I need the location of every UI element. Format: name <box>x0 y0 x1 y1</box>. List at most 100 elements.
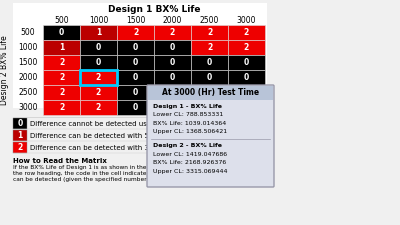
Text: 1500: 1500 <box>18 58 38 67</box>
Bar <box>43 100 80 115</box>
Text: 2500: 2500 <box>200 16 219 25</box>
Text: 0: 0 <box>133 73 138 82</box>
Text: 0: 0 <box>59 28 64 37</box>
Bar <box>191 85 228 100</box>
Bar <box>228 85 265 100</box>
Bar <box>154 85 191 100</box>
Text: BX% Life: 1039.014364: BX% Life: 1039.014364 <box>153 121 226 126</box>
Text: 2: 2 <box>133 28 138 37</box>
Bar <box>154 40 191 55</box>
Text: 1: 1 <box>17 131 23 140</box>
Text: 0: 0 <box>17 119 23 128</box>
Bar <box>117 25 154 40</box>
Text: 0: 0 <box>170 88 175 97</box>
Text: Difference can be detected with 3: Difference can be detected with 3 <box>30 144 149 151</box>
Text: 0: 0 <box>170 103 175 112</box>
Text: 0: 0 <box>133 58 138 67</box>
FancyBboxPatch shape <box>147 85 274 187</box>
Text: Difference can be detected with 5: Difference can be detected with 5 <box>30 133 149 139</box>
Text: At 3000 (Hr) Test Time: At 3000 (Hr) Test Time <box>162 88 259 97</box>
Bar <box>154 55 191 70</box>
Bar <box>191 55 228 70</box>
Text: Lower CL: 788.853331: Lower CL: 788.853331 <box>153 112 223 117</box>
Bar <box>43 55 80 70</box>
Text: 2: 2 <box>170 28 175 37</box>
Bar <box>13 130 27 141</box>
Text: 500: 500 <box>21 28 35 37</box>
Bar <box>228 100 265 115</box>
Text: BX% Life: 2168.926376: BX% Life: 2168.926376 <box>153 160 226 165</box>
Bar <box>80 55 117 70</box>
Bar <box>154 70 191 85</box>
Bar <box>80 70 117 85</box>
Text: 0: 0 <box>170 73 175 82</box>
Text: Upper CL: 1368.506421: Upper CL: 1368.506421 <box>153 130 227 135</box>
Bar <box>117 100 154 115</box>
Bar <box>117 70 154 85</box>
Text: 0: 0 <box>133 88 138 97</box>
Text: 0: 0 <box>244 73 249 82</box>
Bar <box>80 25 117 40</box>
Text: 2500: 2500 <box>18 88 38 97</box>
Text: 2: 2 <box>59 58 64 67</box>
Text: 1: 1 <box>96 28 101 37</box>
Text: If the BX% Life of Design 1 is as shown in the c…Life of Design 2 is as shown in: If the BX% Life of Design 1 is as shown … <box>13 165 247 170</box>
Text: 2: 2 <box>207 43 212 52</box>
Text: 0: 0 <box>96 58 101 67</box>
Text: 1: 1 <box>59 43 64 52</box>
Bar <box>13 142 27 153</box>
Bar <box>154 100 191 115</box>
Bar <box>117 40 154 55</box>
Text: 0: 0 <box>170 43 175 52</box>
Bar <box>80 100 117 115</box>
Bar <box>117 55 154 70</box>
Bar <box>191 100 228 115</box>
Bar <box>191 70 228 85</box>
Bar <box>228 40 265 55</box>
Text: can be detected (given the specified number of s…e to interpret the codes.: can be detected (given the specified num… <box>13 177 237 182</box>
Bar <box>13 3 267 108</box>
Text: Lower CL: 1419.047686: Lower CL: 1419.047686 <box>153 151 227 157</box>
Bar <box>80 85 117 100</box>
Bar <box>80 40 117 55</box>
Text: the row heading, the code in the cell indicates h…d before the reliability diffe: the row heading, the code in the cell in… <box>13 171 258 176</box>
Text: 0: 0 <box>207 58 212 67</box>
Text: 2: 2 <box>59 88 64 97</box>
Bar <box>154 25 191 40</box>
Text: 0: 0 <box>96 43 101 52</box>
Text: 2000: 2000 <box>163 16 182 25</box>
Text: 0: 0 <box>244 103 249 112</box>
Text: 2: 2 <box>96 88 101 97</box>
Bar <box>228 55 265 70</box>
Bar <box>228 70 265 85</box>
Text: 0: 0 <box>133 43 138 52</box>
Bar <box>228 25 265 40</box>
Text: 2: 2 <box>59 103 64 112</box>
Text: 2: 2 <box>17 143 23 152</box>
Text: 2000: 2000 <box>18 73 38 82</box>
Text: Upper CL: 3315.069444: Upper CL: 3315.069444 <box>153 169 228 173</box>
Bar <box>43 85 80 100</box>
Text: 2: 2 <box>96 103 101 112</box>
Bar <box>191 25 228 40</box>
Text: 0: 0 <box>244 58 249 67</box>
Text: 2: 2 <box>59 73 64 82</box>
Text: Design 2 BX% Life: Design 2 BX% Life <box>0 35 10 105</box>
Text: 0: 0 <box>207 103 212 112</box>
Text: 500: 500 <box>54 16 69 25</box>
Text: 2: 2 <box>244 28 249 37</box>
Text: Design 2 - BX% Life: Design 2 - BX% Life <box>153 143 222 148</box>
Text: How to Read the Matrix: How to Read the Matrix <box>13 158 107 164</box>
Bar <box>191 40 228 55</box>
Text: 1500: 1500 <box>126 16 145 25</box>
Text: 1000: 1000 <box>89 16 108 25</box>
Text: 2: 2 <box>207 28 212 37</box>
Bar <box>43 70 80 85</box>
Text: Difference cannot be detected usi: Difference cannot be detected usi <box>30 121 149 126</box>
Text: 0: 0 <box>133 103 138 112</box>
Bar <box>43 40 80 55</box>
Text: 3000: 3000 <box>237 16 256 25</box>
Bar <box>117 85 154 100</box>
Bar <box>43 25 80 40</box>
Text: 0: 0 <box>244 88 249 97</box>
